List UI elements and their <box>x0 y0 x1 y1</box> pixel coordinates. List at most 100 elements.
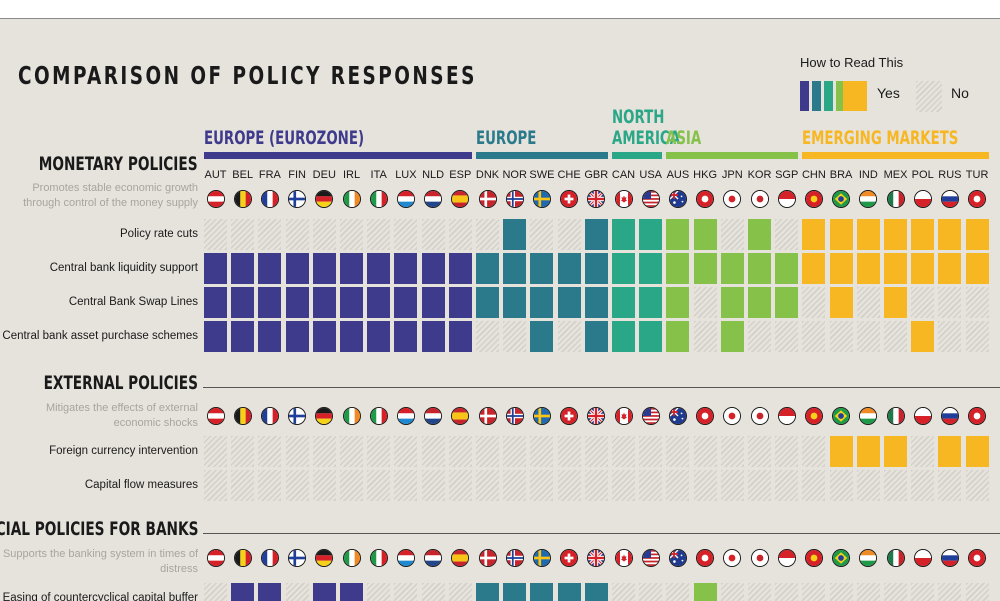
policy-label: Easing of countercyclical capital buffer <box>2 592 198 601</box>
cell-no <box>421 583 445 601</box>
cell-yes <box>231 321 255 352</box>
legend-yes-swatch <box>836 81 843 111</box>
cell-yes <box>231 583 255 601</box>
country-code: BEL <box>232 169 254 181</box>
cell-no <box>720 583 744 601</box>
cell-no <box>340 436 363 467</box>
cell-yes <box>584 583 608 601</box>
country-code: RUS <box>938 169 962 181</box>
region-label-north_america: NORTH AMERICA <box>612 107 680 149</box>
flag-ind-icon <box>859 190 878 208</box>
cell-no <box>775 470 799 501</box>
cell-no <box>258 436 282 467</box>
flag-pol-icon <box>913 407 932 425</box>
cell-no <box>965 321 989 352</box>
cell-no <box>884 470 907 501</box>
country-code: FRA <box>258 169 281 181</box>
country-code: FIN <box>288 169 306 181</box>
cell-yes <box>258 583 282 601</box>
flag-kor-icon <box>750 549 769 567</box>
cell-no <box>748 583 771 601</box>
flag-aus-icon <box>668 190 687 208</box>
flag-ita-icon <box>369 190 388 208</box>
cell-no <box>312 470 336 501</box>
flag-bel-icon <box>233 549 252 567</box>
cell-yes <box>530 321 554 352</box>
cell-yes <box>421 321 445 352</box>
cell-no <box>394 219 418 250</box>
region-label-line: EUROPE <box>476 127 537 149</box>
flag-tur-icon <box>968 190 987 208</box>
country-code: ESP <box>449 169 472 181</box>
flag-nor-icon <box>505 549 524 567</box>
cell-no <box>584 470 608 501</box>
cell-no <box>394 436 418 467</box>
cell-yes <box>312 321 336 352</box>
flag-nld-icon <box>424 407 443 425</box>
cell-yes <box>965 436 989 467</box>
flag-gbr-icon <box>587 549 606 567</box>
cell-no <box>421 219 445 250</box>
flag-hkg-icon <box>696 549 715 567</box>
region-bar-asia <box>666 152 799 159</box>
cell-yes <box>856 219 880 250</box>
infographic-canvas: COMPARISON OF POLICY RESPONSES How to Re… <box>0 18 1000 601</box>
flag-nor-icon <box>505 190 524 208</box>
cell-no <box>584 436 608 467</box>
cell-yes <box>829 287 853 318</box>
cell-yes <box>204 321 227 352</box>
flag-che-icon <box>560 549 579 567</box>
country-code: LUX <box>395 169 417 181</box>
cell-no <box>829 321 853 352</box>
cell-no <box>231 436 255 467</box>
country-code: KOR <box>747 169 772 181</box>
country-code: IRL <box>342 169 361 181</box>
flag-chn-icon <box>804 407 823 425</box>
flag-aus-icon <box>668 549 687 567</box>
flag-ind-icon <box>859 549 878 567</box>
cell-no <box>285 470 309 501</box>
cell-yes <box>693 253 717 284</box>
cell-no <box>476 321 499 352</box>
cell-no <box>775 436 799 467</box>
policy-label: Capital flow measures <box>84 479 198 491</box>
policy-label: Central bank liquidity support <box>49 262 198 274</box>
cell-no <box>231 219 255 250</box>
cell-yes <box>448 321 472 352</box>
cell-no <box>666 583 690 601</box>
section-subtitle: Supports the banking system in times of … <box>2 548 198 575</box>
cell-yes <box>258 253 282 284</box>
flag-can-icon <box>614 549 633 567</box>
cell-yes <box>911 253 935 284</box>
cell-no <box>639 583 663 601</box>
cell-no <box>911 470 935 501</box>
cell-yes <box>367 287 391 318</box>
cell-no <box>748 470 771 501</box>
cell-yes <box>285 287 309 318</box>
country-code: IND <box>858 169 878 181</box>
chart-title: COMPARISON OF POLICY RESPONSES <box>18 61 477 90</box>
flag-tur-icon <box>968 549 987 567</box>
cell-yes <box>503 583 527 601</box>
flag-nld-icon <box>424 190 443 208</box>
policy-label: Policy rate cuts <box>120 228 198 240</box>
cell-no <box>856 470 880 501</box>
flag-usa-icon <box>641 407 660 425</box>
cell-yes <box>394 321 418 352</box>
cell-yes <box>693 583 717 601</box>
cell-yes <box>340 253 363 284</box>
flag-esp-icon <box>451 549 470 567</box>
country-code: CHN <box>801 169 826 181</box>
cell-yes <box>666 287 690 318</box>
country-code: GBR <box>584 169 609 181</box>
flag-dnk-icon <box>478 190 497 208</box>
cell-yes <box>340 321 363 352</box>
flag-lux-icon <box>396 549 415 567</box>
cell-no <box>884 321 907 352</box>
cell-no <box>557 436 581 467</box>
flag-aut-icon <box>206 190 225 208</box>
cell-yes <box>584 253 608 284</box>
cell-no <box>258 470 282 501</box>
flag-deu-icon <box>315 549 334 567</box>
region-label-line: ASIA <box>666 127 702 149</box>
